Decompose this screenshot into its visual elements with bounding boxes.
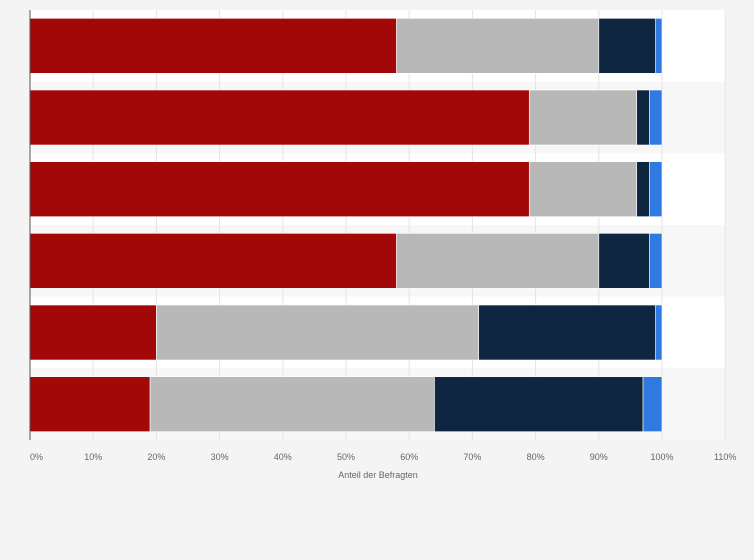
x-tick-label: 100% <box>650 452 673 462</box>
bars <box>29 18 663 432</box>
x-tick-label: 80% <box>527 452 545 462</box>
bar-segment <box>29 304 157 361</box>
bar-segment <box>528 89 638 146</box>
bar-segment <box>396 233 600 289</box>
bar-segment <box>29 18 397 74</box>
grid-lines <box>92 10 726 440</box>
bar-segment <box>655 18 663 74</box>
bar-segment <box>649 233 663 289</box>
x-tick-label: 0% <box>30 452 43 462</box>
bar-segment <box>29 233 397 289</box>
bar-segment <box>642 376 663 432</box>
bar-segment <box>636 89 650 146</box>
x-tick-label: 70% <box>463 452 481 462</box>
x-tick-label: 110% <box>714 452 736 462</box>
x-tick-label: 10% <box>84 452 102 462</box>
x-axis-title: Anteil der Befragten <box>338 470 418 480</box>
plot-background <box>30 10 726 440</box>
x-tick-label: 50% <box>337 452 355 462</box>
bar-segment <box>434 376 644 432</box>
x-tick-label: 60% <box>400 452 418 462</box>
x-axis-ticks: 0% 10% 20% 30% 40% 50% 60% 70% 80% 90% 100% 110% <box>30 452 736 462</box>
x-tick-label: 40% <box>274 452 292 462</box>
bar-segment <box>636 161 650 217</box>
bar-segment <box>396 18 600 74</box>
bar-segment <box>655 304 663 361</box>
bar-segment <box>149 376 435 432</box>
bar-segment <box>598 18 656 74</box>
bar-segment <box>528 161 638 217</box>
bar-segment <box>29 89 530 146</box>
bar-segment <box>598 233 650 289</box>
bar-segment <box>478 304 656 361</box>
bar-segment <box>29 376 151 432</box>
bar-segment <box>649 89 663 146</box>
bar-segment <box>156 304 480 361</box>
bar-segment <box>649 161 663 217</box>
x-tick-label: 90% <box>590 452 608 462</box>
bar-segment <box>29 161 530 217</box>
x-tick-label: 30% <box>211 452 229 462</box>
x-tick-label: 20% <box>147 452 165 462</box>
